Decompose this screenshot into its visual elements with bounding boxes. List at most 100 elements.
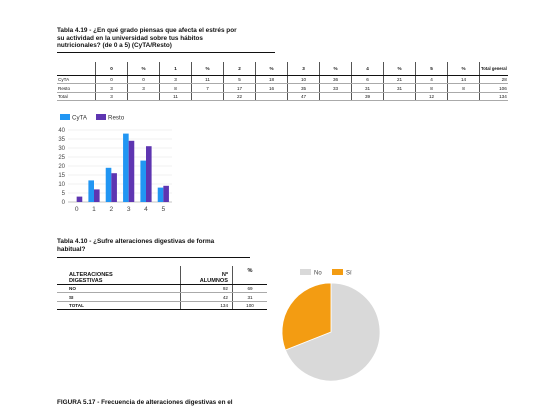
header-cell: % — [383, 62, 416, 76]
bar-resto — [128, 140, 135, 202]
legend-swatch — [60, 114, 70, 120]
x-tick-label: 1 — [92, 206, 96, 213]
y-tick-label: 0 — [62, 200, 66, 206]
table-cell: 16 — [255, 83, 288, 93]
table-cell: 11 — [159, 92, 192, 102]
y-tick-label: 15 — [58, 173, 65, 179]
table-419-title-line: nutricionales? (de 0 a 5) (CyTA/Resto) — [57, 42, 172, 50]
y-tick-label: 20 — [58, 164, 65, 170]
table-cell: 106 — [479, 83, 508, 93]
table-cell: 47 — [287, 92, 320, 102]
header-cell: % — [447, 62, 480, 76]
bar-cyta — [140, 160, 146, 202]
y-tick-label: 40 — [58, 128, 65, 134]
table-cell: 31 — [232, 292, 267, 302]
bar-cyta — [123, 133, 129, 202]
header-cell: 2 — [223, 62, 256, 76]
x-tick-label: 2 — [109, 206, 113, 213]
header-cell: % — [319, 62, 352, 76]
x-tick-label: 3 — [127, 206, 131, 213]
table-cell: 10 — [287, 75, 320, 85]
table-cell: 3 — [127, 83, 160, 93]
table-cell: 3 — [159, 75, 192, 85]
table-410-title-line: Tabla 4.10 - ¿Sufre alteraciones digesti… — [57, 238, 215, 245]
table-cell: 7 — [191, 83, 224, 93]
bar-cyta — [105, 167, 112, 202]
y-tick-label: 30 — [58, 146, 65, 152]
table-cell: TOTAL — [57, 301, 181, 311]
table-cell: 12 — [415, 92, 448, 102]
table-419-title-line: su actividad en la universidad sobre tus… — [57, 34, 203, 42]
table-cell: 17 — [223, 83, 256, 93]
table-cell: 134 — [180, 301, 233, 311]
y-tick-label: 5 — [62, 191, 66, 197]
table-cell: 8 — [415, 83, 448, 93]
table-cell: 5 — [223, 75, 256, 85]
table-cell: 6 — [351, 75, 384, 85]
title-underline — [57, 257, 250, 259]
header-cell: 1 — [159, 62, 192, 76]
header-cell: ALTERACIONES DIGESTIVAS — [57, 266, 181, 285]
bar-cyta — [157, 187, 164, 202]
x-tick-label: 5 — [161, 206, 165, 213]
table-row: CyTA 0 0 3 11 5 18 10 36 6 21 4 14 28 — [57, 75, 508, 85]
digestive-table: ALTERACIONES DIGESTIVAS Nº ALUMNOS % NO … — [57, 266, 267, 311]
table-cell: Total — [57, 92, 96, 102]
table-cell — [319, 92, 352, 102]
header-cell: % — [232, 266, 267, 285]
bar-cyta — [88, 180, 94, 202]
table-header-row: ALTERACIONES DIGESTIVAS Nº ALUMNOS % — [57, 266, 267, 285]
table-cell: 0 — [127, 75, 160, 85]
table-cell: CyTA — [57, 75, 96, 85]
table-cell: 39 — [351, 92, 384, 102]
table-cell: 92 — [180, 284, 233, 294]
table-header-row: 0 % 1 % 2 % 3 % 4 % 5 % Total general — [57, 62, 508, 76]
header-cell: Nº ALUMNOS — [180, 266, 233, 285]
bar-resto — [146, 146, 152, 202]
legend-label: Sí — [346, 271, 352, 277]
bar-resto — [76, 196, 83, 202]
bar-resto — [163, 185, 169, 202]
table-cell — [383, 92, 416, 102]
table-row: Resto 3 3 8 7 17 16 35 33 31 31 8 8 106 — [57, 83, 508, 93]
table-cell: 22 — [223, 92, 256, 102]
legend-swatch — [96, 114, 106, 120]
header-cell: % — [191, 62, 224, 76]
table-cell — [447, 92, 480, 102]
table-cell: 31 — [383, 83, 416, 93]
header-cell: 0 — [95, 62, 128, 76]
x-tick-label: 4 — [144, 206, 148, 213]
header-text: DIGESTIVAS — [69, 278, 103, 284]
table-410-title: Tabla 4.10 - ¿Sufre alteraciones digesti… — [57, 238, 214, 253]
table-row: SI 42 31 — [57, 292, 267, 302]
table-cell — [191, 92, 224, 102]
table-cell: 42 — [180, 292, 233, 302]
header-cell: % — [255, 62, 288, 76]
table-row: NO 92 69 — [57, 284, 267, 294]
table-cell: 8 — [159, 83, 192, 93]
table-cell: 100 — [232, 301, 267, 311]
table-cell: 28 — [479, 75, 508, 85]
table-cell: 18 — [255, 75, 288, 85]
table-cell: 31 — [351, 83, 384, 93]
y-tick-label: 35 — [58, 137, 65, 143]
legend-swatch — [332, 269, 343, 275]
legend-label: Resto — [108, 115, 125, 122]
table-cell: 35 — [287, 83, 320, 93]
table-cell: 69 — [232, 284, 267, 294]
table-row: TOTAL 134 100 — [57, 301, 267, 311]
y-tick-label: 25 — [58, 155, 65, 161]
table-cell: 33 — [319, 83, 352, 93]
table-cell — [255, 92, 288, 102]
table-cell — [127, 92, 160, 102]
table-cell: 36 — [319, 75, 352, 85]
header-cell — [57, 62, 96, 76]
header-cell: 3 — [287, 62, 320, 76]
table-cell: 3 — [95, 83, 128, 93]
pie-slice-no — [284, 282, 381, 382]
legend-label: No — [314, 271, 322, 277]
title-underline — [57, 52, 275, 54]
stress-bar-chart: 0 5 10 15 20 25 30 35 40 0 1 2 3 4 5 CyTA Resto — [58, 114, 172, 213]
table-cell: 21 — [383, 75, 416, 85]
header-text: Nº — [221, 272, 228, 278]
